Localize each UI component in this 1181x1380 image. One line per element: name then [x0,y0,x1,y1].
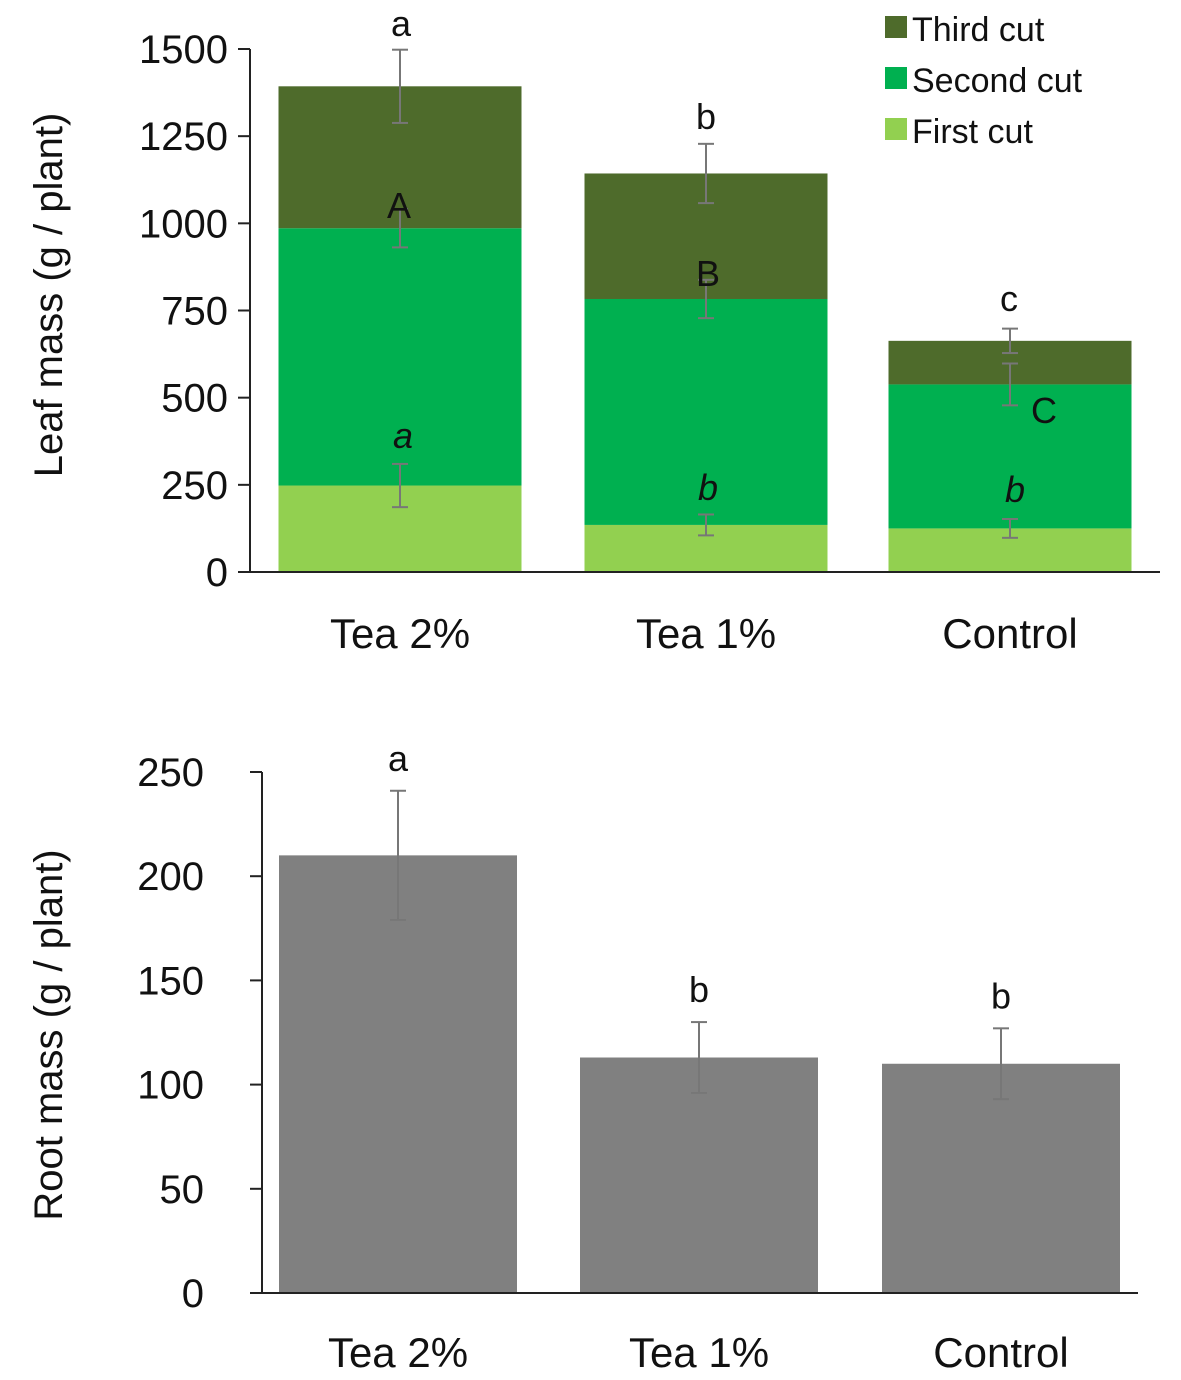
category-label: Control [942,610,1077,657]
legend-item-second-cut: Second cut [885,62,1083,100]
y-tick-label: 250 [161,464,228,508]
legend-label: First cut [912,113,1033,151]
error-bar-0-1 [698,513,714,537]
significance-letter: B [696,253,720,294]
legend-swatch [885,118,907,140]
bar-root-tea-2- [279,855,517,1293]
leaf-bars [278,86,1132,572]
error-bar-2-0 [392,48,408,124]
significance-letter: b [1005,469,1025,510]
significance-letter: b [698,467,718,508]
bar-root-tea-1- [580,1057,818,1293]
y-tick-label: 150 [137,959,204,1003]
error-bar-2-2 [1002,327,1018,355]
y-tick-label: 0 [206,551,228,595]
y-tick-label: 1000 [139,202,228,246]
root-axes [261,772,1138,1294]
category-label: Tea 2% [328,1329,468,1376]
legend-swatch [885,16,907,38]
leaf-significance-letters: a b b A B Ca b c [387,3,1057,510]
bar-second-cut-tea-1- [584,298,828,525]
root-error-bar-0 [390,789,406,921]
bar-second-cut-control [888,384,1132,529]
category-label: Control [933,1329,1068,1376]
significance-letter: b [991,975,1011,1016]
significance-letter: a [388,738,409,779]
significance-letter: C [1031,390,1057,431]
y-tick-label: 50 [160,1168,205,1212]
error-bar-1-2 [1002,362,1018,407]
root-category-labels: Tea 2% Tea 1% Control [328,1329,1069,1376]
leaf-error-bars [392,48,1018,539]
significance-letter: b [696,96,716,137]
error-bar-2-1 [698,142,714,205]
bar-root-control [882,1063,1120,1293]
category-label: Tea 1% [636,610,776,657]
y-tick-label: 100 [137,1064,204,1108]
y-tick-label: 0 [182,1272,204,1316]
y-tick-label: 1250 [139,115,228,159]
significance-letter: a [391,3,412,44]
category-label: Tea 1% [629,1329,769,1376]
significance-letter: a [393,415,413,456]
bar-second-cut-tea-2- [278,228,522,486]
significance-letter: b [689,969,709,1010]
y-tick-label: 1500 [139,28,228,72]
legend-label: Third cut [912,11,1045,49]
significance-letter: A [387,185,411,226]
root-error-bar-2 [993,1027,1009,1101]
error-bar-0-0 [392,462,408,509]
root-error-bar-1 [691,1021,707,1094]
error-bar-0-2 [1002,518,1018,539]
root-significance-letters: a b b [388,738,1011,1017]
error-bar-1-1 [698,278,714,320]
root-error-bars [390,789,1009,1101]
y-tick-label: 750 [161,290,228,334]
leaf-y-ticks: 0 250 500 750 1000 1250 1500 [139,28,250,595]
y-tick-label: 200 [137,855,204,899]
leaf-category-labels: Tea 2% Tea 1% Control [330,610,1078,657]
root-bars [279,855,1120,1293]
legend-label: Second cut [912,62,1083,100]
significance-letter: c [1000,278,1018,319]
leaf-y-axis-title: Leaf mass (g / plant) [27,113,71,478]
legend-item-third-cut: Third cut [885,11,1045,49]
legend-item-first-cut: First cut [885,113,1033,151]
y-tick-label: 250 [137,751,204,795]
y-tick-label: 500 [161,377,228,421]
legend: Third cut Second cut First cut [885,11,1083,151]
category-label: Tea 2% [330,610,470,657]
root-y-axis-title: Root mass (g / plant) [27,849,71,1220]
root-y-ticks: 0 50 100 150 200 250 [137,751,262,1316]
legend-swatch [885,67,907,89]
error-bar-1-0 [392,208,408,249]
